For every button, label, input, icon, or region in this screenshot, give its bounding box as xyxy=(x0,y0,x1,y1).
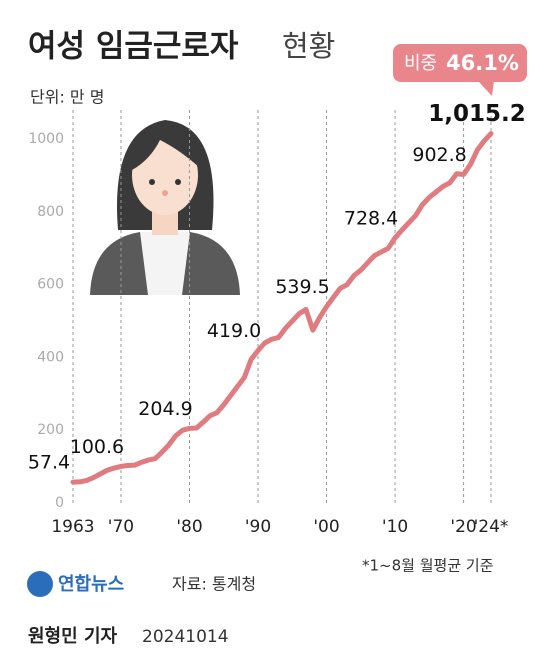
y-tick-label: 600 xyxy=(37,277,64,293)
x-tick-label: '20 xyxy=(450,517,476,537)
data-label: 728.4 xyxy=(344,207,398,229)
x-tick-label: '90 xyxy=(245,517,271,537)
byline: 원형민 기자 xyxy=(28,626,118,647)
x-tick-label: '00 xyxy=(313,517,339,537)
data-label: 100.6 xyxy=(70,436,124,458)
badge-tail xyxy=(478,81,494,96)
logo-text: 연합뉴스 xyxy=(58,573,124,595)
unit-label: 단위: 만 명 xyxy=(30,88,104,107)
person-illustration xyxy=(90,120,240,295)
x-tick-label: '24* xyxy=(474,517,509,537)
data-label: 57.4 xyxy=(28,452,70,474)
y-tick-label: 1000 xyxy=(28,131,64,147)
logo: 연합뉴스 xyxy=(27,571,124,597)
data-label: 1,015.2 xyxy=(428,101,526,127)
data-line xyxy=(70,131,494,485)
badge-value: 46.1% xyxy=(446,51,519,75)
source: 자료: 통계청 xyxy=(172,575,256,594)
y-tick-label: 0 xyxy=(55,495,64,511)
badge-box xyxy=(393,44,527,82)
badge-label: 비중 xyxy=(404,53,437,74)
x-tick-label: '10 xyxy=(382,517,408,537)
badge: 비중 46.1% xyxy=(393,44,527,96)
chart-title-light: 현황 xyxy=(282,29,335,63)
y-tick-label: 800 xyxy=(37,204,64,220)
date: 20241014 xyxy=(142,627,229,647)
data-label: 539.5 xyxy=(275,276,329,298)
x-tick-label: 1963 xyxy=(51,517,94,537)
chart-title: 여성 임금근로자 xyxy=(28,29,239,65)
y-tick-label: 400 xyxy=(37,349,64,365)
x-tick-label: '80 xyxy=(176,517,202,537)
y-tick-label: 200 xyxy=(37,422,64,438)
data-label: 902.8 xyxy=(412,144,466,166)
data-label: 204.9 xyxy=(138,398,192,420)
footnote: *1~8월 월평균 기준 xyxy=(362,557,494,575)
data-label: 419.0 xyxy=(207,320,261,342)
x-tick-label: '70 xyxy=(108,517,134,537)
